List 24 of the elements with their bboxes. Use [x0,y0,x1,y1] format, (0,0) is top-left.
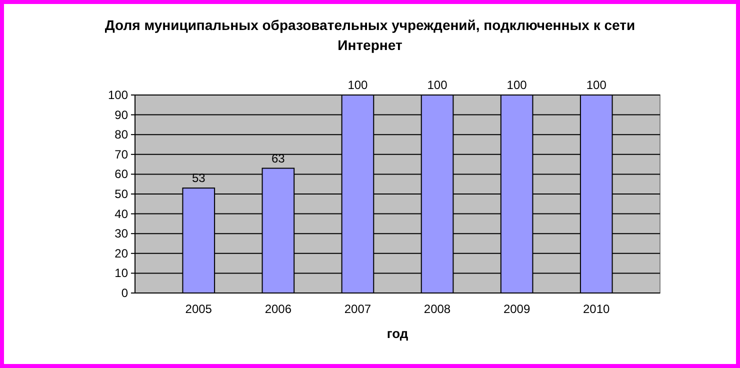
x-tick-label: 2007 [344,302,372,316]
y-tick-label: 50 [114,187,128,201]
x-tick-label: 2009 [503,302,530,316]
y-tick-label: 30 [114,226,128,241]
data-label: 100 [348,78,368,92]
x-tick-label: 2008 [424,302,451,316]
data-label: 100 [586,78,607,92]
y-tick-label: 60 [114,167,128,182]
chart-title: Доля муниципальных образовательных учреждений, подключенных к сети Интернет [104,17,636,53]
x-axis-title: год [386,326,409,341]
y-tick-label: 40 [114,206,128,221]
x-tick-label: 2010 [583,302,610,316]
y-tick-label: 70 [114,147,128,162]
y-tick-label: 90 [114,108,128,122]
y-tick-label: 10 [114,266,128,280]
data-label: 100 [427,78,448,92]
y-tick-label: 100 [108,88,128,102]
y-tick-label: 80 [114,128,128,142]
data-label: 100 [506,78,528,92]
y-tick-label: 0 [121,286,128,300]
data-label: 63 [272,151,286,166]
y-tick-label: 20 [114,246,128,260]
x-tick-label: 2005 [185,302,212,316]
x-tick-label: 2006 [264,302,292,316]
